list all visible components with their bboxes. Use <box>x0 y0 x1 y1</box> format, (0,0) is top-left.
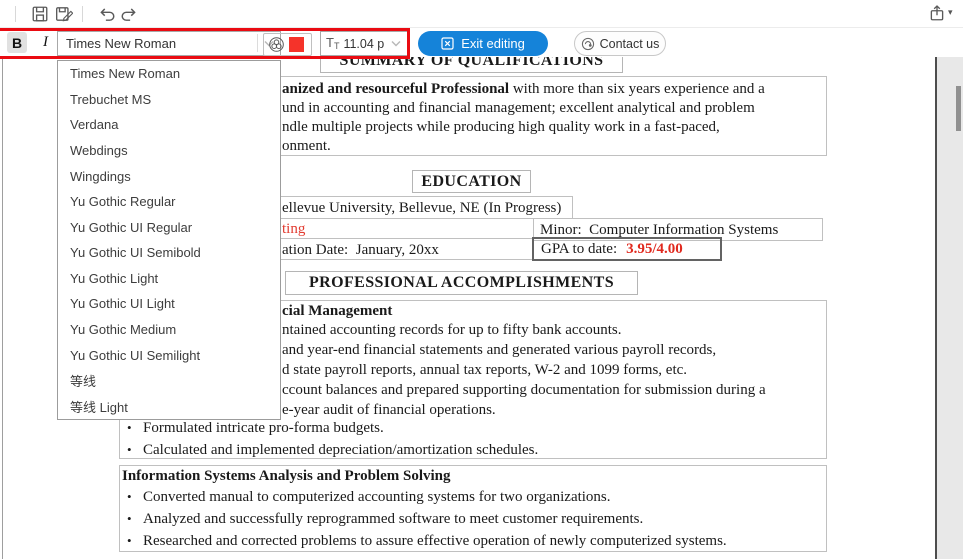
contact-icon <box>581 37 594 50</box>
financial-heading: cial Management <box>282 303 393 319</box>
doc-text-line: ellevue University, Bellevue, NE (In Pro… <box>282 200 562 216</box>
share-icon[interactable] <box>928 4 946 22</box>
scrollbar-thumb[interactable] <box>956 86 961 131</box>
font-option[interactable]: Yu Gothic Light <box>70 270 159 286</box>
major-red-text: ting <box>282 221 306 237</box>
boxed-x-icon <box>441 37 454 50</box>
bullet-item: • Calculated and implemented depreciation… <box>127 442 538 459</box>
bullet-item: • Analyzed and successfully reprogrammed … <box>127 511 643 528</box>
font-option[interactable]: Webdings <box>70 143 128 159</box>
bullet-icon: • <box>127 533 132 548</box>
doc-text-line: ation Date: January, 20xx <box>282 242 439 258</box>
bullet-item: • Converted manual to computerized accoun… <box>127 489 611 506</box>
bullet-text: Converted manual to computerized account… <box>143 489 611 505</box>
font-size-icon: TT <box>326 35 340 51</box>
font-size-select[interactable]: TT 11.04 p <box>320 31 408 56</box>
doc-text-bold: anized and resourceful Professional <box>282 81 510 97</box>
doc-text-line: e-year audit of financial operations. <box>282 402 496 418</box>
doc-text-line: ntained accounting records for up to fif… <box>282 322 622 338</box>
doc-text-line: ccount balances and prepared supporting … <box>282 382 766 398</box>
bullet-icon: • <box>127 489 132 504</box>
font-color-picker[interactable] <box>263 33 312 56</box>
doc-text-line: d state payroll reports, annual tax repo… <box>282 362 688 378</box>
doc-text-line: ndle multiple projects while producing h… <box>282 119 720 135</box>
gpa-field[interactable]: GPA to date: 3.95/4.00 <box>532 237 722 261</box>
font-family-select[interactable]: Times New Roman <box>57 31 281 56</box>
window-left-border <box>2 57 3 559</box>
contact-us-label: Contact us <box>599 36 660 51</box>
italic-button[interactable]: I <box>43 34 48 50</box>
save-as-icon[interactable] <box>55 5 73 23</box>
bullet-text: Formulated intricate pro-forma budgets. <box>143 420 384 436</box>
gpa-value: 3.95/4.00 <box>626 240 683 257</box>
current-color-swatch <box>289 37 304 52</box>
bullet-text: Researched and corrected problems to ass… <box>143 533 727 549</box>
text-format-toolbar: B I Times New Roman TT 11.04 p <box>0 28 963 57</box>
font-option[interactable]: Yu Gothic Regular <box>70 194 176 210</box>
page-right-edge <box>935 57 937 559</box>
share-caret-icon[interactable]: ▾ <box>948 7 953 17</box>
exit-editing-button[interactable]: Exit editing <box>418 31 548 56</box>
font-option[interactable]: 等线 <box>70 374 97 390</box>
chevron-down-icon <box>391 41 401 47</box>
exit-editing-label: Exit editing <box>461 36 525 51</box>
bullet-text: Calculated and implemented depreciation/… <box>143 442 539 458</box>
infosystems-section-field[interactable] <box>119 465 827 552</box>
accomplishments-heading: PROFESSIONAL ACCOMPLISHMENTS <box>308 274 615 291</box>
undo-icon[interactable] <box>98 5 116 23</box>
doc-text-line: Minor: Computer Information Systems <box>540 222 779 238</box>
font-option[interactable]: Yu Gothic UI Semibold <box>70 245 201 261</box>
bold-button[interactable]: B <box>7 32 27 53</box>
accomplishments-heading-box[interactable]: PROFESSIONAL ACCOMPLISHMENTS <box>285 271 638 295</box>
font-option[interactable]: Yu Gothic Medium <box>70 322 177 338</box>
font-option[interactable]: Yu Gothic UI Light <box>70 296 175 312</box>
font-family-value: Times New Roman <box>66 36 177 51</box>
infosystems-heading: Information Systems Analysis and Problem… <box>122 468 451 484</box>
doc-text-line: anized and resourceful Professional with… <box>282 80 765 98</box>
toolbar-divider <box>82 6 83 22</box>
bullet-item: • Researched and corrected problems to as… <box>127 533 727 550</box>
toolbar-divider <box>257 34 258 52</box>
main-toolbar: ▾ <box>0 0 963 28</box>
doc-text-line: onment. <box>282 138 331 154</box>
toolbar-divider <box>15 6 16 22</box>
font-option[interactable]: Yu Gothic UI Regular <box>70 219 193 235</box>
font-option[interactable]: Wingdings <box>70 168 131 184</box>
doc-text: with more than six years experience and … <box>509 81 765 97</box>
education-heading: EDUCATION <box>421 173 522 190</box>
font-option[interactable]: Yu Gothic UI Semilight <box>70 347 201 363</box>
font-option[interactable]: 等线 Light <box>70 399 128 415</box>
doc-text-line: and year-end financial statements and ge… <box>282 342 717 358</box>
bullet-icon: • <box>127 420 132 435</box>
font-size-value: 11.04 p <box>343 36 385 51</box>
bullet-icon: • <box>127 442 132 457</box>
bullet-text: Analyzed and successfully reprogrammed s… <box>143 511 644 527</box>
bullet-item: • Formulated intricate pro-forma budgets. <box>127 420 384 437</box>
bullet-icon: • <box>127 511 132 526</box>
font-option[interactable]: Trebuchet MS <box>70 91 152 107</box>
minor-field[interactable] <box>533 218 823 241</box>
color-ball-icon <box>269 37 284 52</box>
chevron-down-icon <box>264 41 274 47</box>
gpa-label: GPA to date: <box>541 240 618 257</box>
doc-text-line: und in accounting and financial manageme… <box>282 100 755 116</box>
redo-icon[interactable] <box>120 5 138 23</box>
font-option[interactable]: Verdana <box>70 117 119 133</box>
save-icon[interactable] <box>31 5 49 23</box>
font-option[interactable]: Times New Roman <box>70 66 181 82</box>
vertical-scrollbar[interactable] <box>937 57 963 559</box>
contact-us-button[interactable]: Contact us <box>574 31 666 56</box>
font-family-dropdown: Times New Roman Trebuchet MS Verdana Web… <box>57 60 281 420</box>
education-heading-box[interactable]: EDUCATION <box>412 170 531 193</box>
